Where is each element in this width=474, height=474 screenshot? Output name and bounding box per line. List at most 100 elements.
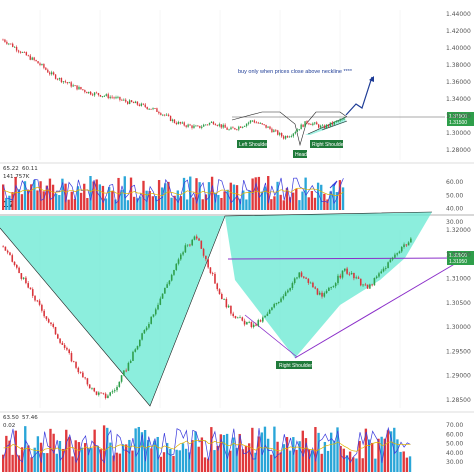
volume-bar [301,191,304,210]
volume-bar [143,429,147,472]
candle-body [88,91,90,94]
candle-body [362,284,364,286]
volume-bar [316,182,320,210]
candle-body [400,246,403,252]
volume-bar [148,191,151,210]
candle-body [314,122,316,124]
candle-body [355,277,357,279]
candle-body [119,96,121,100]
candle-body [146,106,148,109]
candle-body [228,129,230,131]
candle-body [54,74,57,79]
volume-bar [43,453,46,472]
volume-bar [172,455,175,472]
volume-bar [89,175,92,210]
candle-body [148,323,150,328]
volume-bar [169,448,172,472]
volume-bar [358,440,361,472]
candle-body [234,128,236,130]
candle-body [121,99,123,101]
candle-body [64,81,67,83]
volume-bar [65,429,68,472]
top-volume-tick: 50.00 [446,192,463,199]
bottom-price-axis: 1.320001.315001.310001.305001.300001.295… [446,227,471,404]
candle-body [271,128,273,133]
candle-body [102,392,105,394]
bot-vol-header-2: 57.46 [22,415,38,421]
candle-body [277,130,279,135]
volume-bar [131,450,134,472]
volume-bar [39,442,43,472]
candle-body [13,261,16,265]
candle-body [4,246,7,251]
candle-body [150,108,152,110]
candle-body [296,277,298,279]
candle-body [105,94,107,96]
candle-body [56,78,59,80]
candle-body [52,324,55,327]
top-price-tick: 1.38000 [446,62,471,69]
volume-bar [134,428,137,472]
bottom-volume-panel: 63.50 57.46 0.02 70.00 60.00 50.00 40.00 30.… [0,411,474,472]
candle-body [19,51,22,53]
candle-body [382,268,385,272]
candle-body [98,392,100,395]
candle-body [15,46,18,51]
volume-bar [58,195,61,210]
volume-bar [267,176,270,210]
volume-bar [181,443,185,472]
candle-body [289,288,291,291]
candle-body [191,125,193,128]
volume-bar [61,448,65,472]
volume-bar [399,451,402,472]
volume-bar [87,447,90,472]
candle-body [45,67,47,70]
candle-body [323,125,326,129]
volume-bar [36,190,39,210]
candle-body [41,64,43,65]
candle-body [292,133,295,137]
volume-bar [317,432,320,472]
top-price-tick: 1.44000 [446,11,471,18]
candle-body [76,85,78,90]
volume-bar [341,187,345,210]
volume-bar [323,441,327,472]
volume-bar [377,438,380,472]
candle-body [78,86,80,90]
volume-bar [83,183,86,210]
annotation-text: buy only when prices close above necklin… [238,69,353,75]
candle-body [304,121,306,127]
volume-bar [367,439,371,472]
volume-bar [167,181,170,210]
volume-bar [61,178,64,210]
volume-bar [74,440,77,472]
candle-body [86,91,88,94]
volume-bar [120,190,123,210]
candle-body [36,300,39,302]
volume-bar [386,430,390,472]
candle-body [290,136,293,137]
candle-body [145,327,148,331]
volume-bar [251,427,254,472]
volume-bar [371,442,374,472]
volume-bar [70,191,73,210]
candle-body [189,244,191,246]
candle-body [298,129,300,130]
top-price-panel: buy only when prices close above necklin… [2,11,474,158]
rising-trendline [294,261,459,359]
candle-body [296,129,298,132]
volume-bar [339,445,342,472]
volume-bar [314,427,317,472]
volume-bar [222,434,226,472]
candle-body [27,55,29,57]
candle-body [220,124,222,128]
volume-bar [279,452,282,472]
candle-body [2,246,4,248]
candle-body [125,370,127,372]
volume-bar [33,179,36,210]
candle-body [239,317,241,319]
candle-body [113,97,115,99]
candle-body [95,92,98,94]
candle-body [74,85,76,87]
candle-body [20,273,23,279]
